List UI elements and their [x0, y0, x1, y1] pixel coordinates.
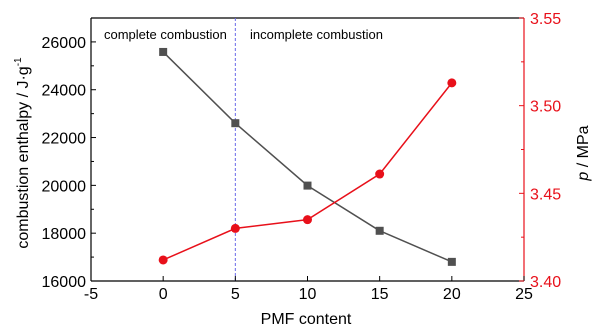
x-tick-label: 15 [371, 286, 389, 303]
x-axis-title: PMF content [261, 311, 352, 328]
y-right-tick-label: 3.40 [530, 274, 561, 291]
y-left-tick-label: 18000 [42, 226, 87, 243]
series-layer [158, 47, 457, 266]
x-tick-label: 10 [299, 286, 317, 303]
enthalpy-data-point [447, 257, 456, 266]
y-left-tick-label: 22000 [42, 131, 87, 148]
x-tick-label: 5 [231, 286, 240, 303]
enthalpy-data-point [303, 181, 312, 190]
x-tick-label: 20 [443, 286, 461, 303]
pressure-data-point [375, 169, 385, 179]
plot-frame [90, 17, 525, 282]
pressure-data-point [230, 223, 240, 233]
y-left-tick-label: 20000 [42, 178, 87, 195]
pressure-data-point [447, 78, 457, 88]
y-left-tick-label: 26000 [42, 35, 87, 52]
pressure-data-point [303, 215, 312, 225]
region-label-complete: complete combustion [104, 27, 227, 42]
y-left-tick-label: 24000 [42, 83, 87, 100]
enthalpy-data-point [159, 47, 168, 56]
pressure-series-line [162, 82, 453, 261]
x-tick-label: 25 [515, 286, 533, 303]
y-right-title-p: p [575, 172, 592, 182]
x-tick-label: 0 [159, 286, 168, 303]
y-left-tick-label: 16000 [42, 274, 87, 291]
enthalpy-data-point [375, 226, 384, 235]
enthalpy-series-line [162, 51, 453, 263]
y-right-tick-label: 3.55 [530, 11, 561, 28]
y-right-tick-label: 3.50 [530, 99, 561, 116]
y-right-axis-title: p / MPa [575, 125, 592, 181]
y-left-title-sup: -1 [13, 57, 24, 66]
x-tick-label: -5 [84, 286, 98, 303]
enthalpy-data-point [231, 119, 240, 128]
region-label-incomplete: incomplete combustion [250, 27, 383, 42]
y-left-axis-title: combustion enthalpy / J·g-1 [13, 57, 32, 249]
y-right-tick-label: 3.45 [530, 186, 561, 203]
y-left-title-main: combustion enthalpy / J·g [15, 66, 32, 248]
axis-layer: -5 0 5 10 15 20 25 16000 18000 20000 22000 24000 260… [42, 11, 562, 303]
y-right-title-unit: / MPa [575, 125, 592, 171]
pressure-data-point [158, 255, 168, 265]
